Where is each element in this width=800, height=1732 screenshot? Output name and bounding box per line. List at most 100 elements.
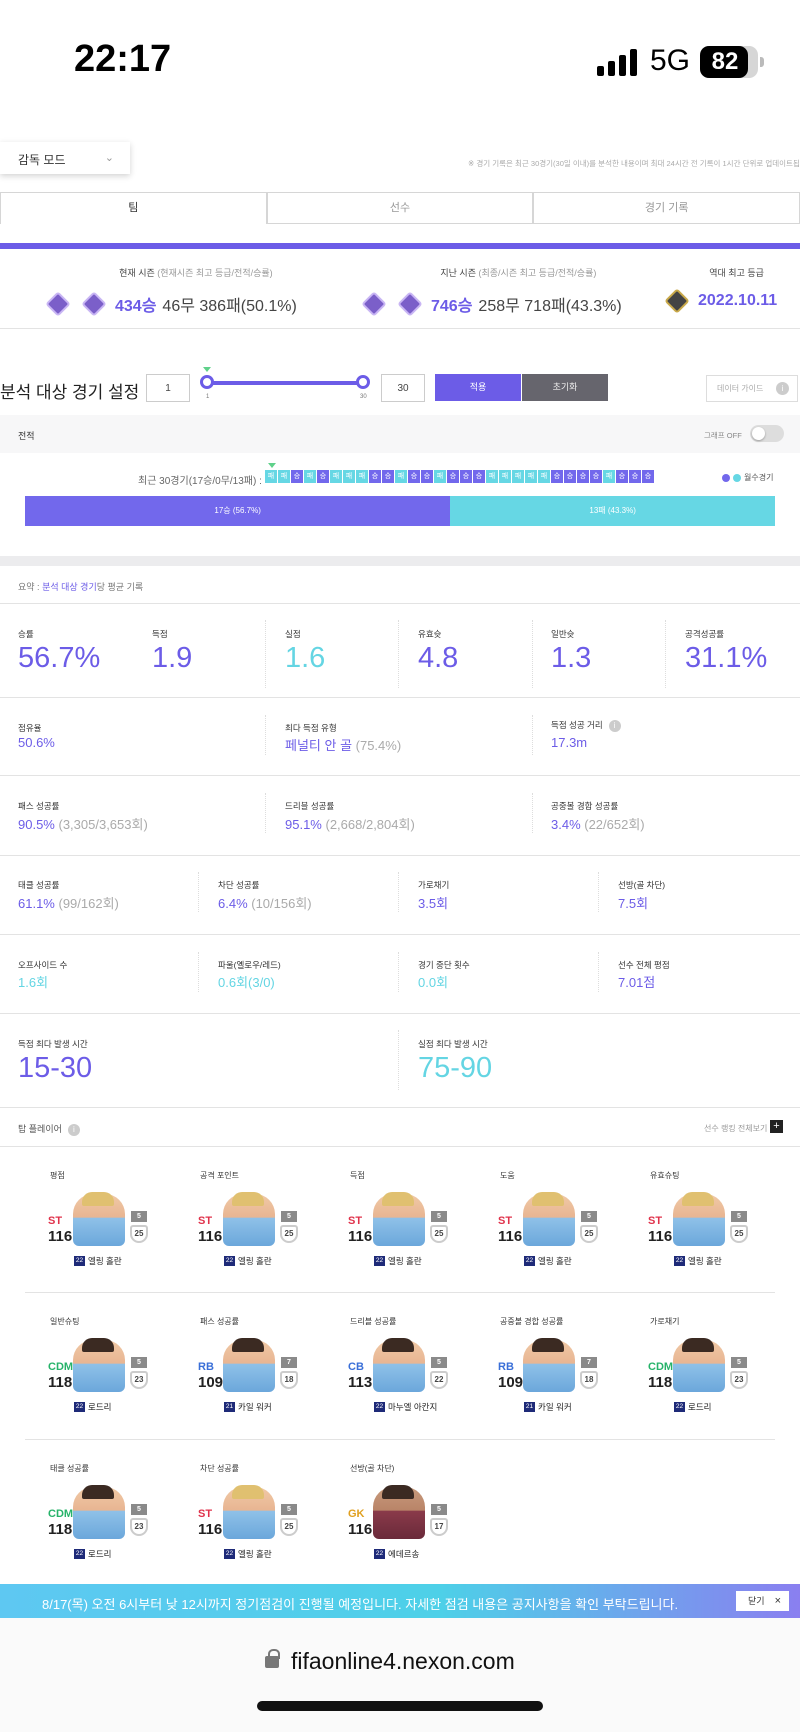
result-box: 승	[317, 470, 329, 483]
player-ranking-link[interactable]: 선수 랭킹 전체보기	[704, 1124, 768, 1133]
legend: 월수경기	[722, 472, 773, 483]
apply-button[interactable]: 적용	[435, 374, 521, 401]
plus-icon[interactable]: +	[770, 1120, 783, 1133]
tab-player[interactable]: 선수	[266, 192, 534, 224]
stat-goal-distance: 17.3m	[551, 735, 588, 750]
grade-badge: 7	[281, 1357, 297, 1368]
top-player-card[interactable]: 유효슈팅 ST 116 5 25 22 엘링 홀란	[622, 1170, 762, 1280]
shield-icon: 25	[280, 1225, 298, 1243]
info-icon[interactable]: i	[67, 1123, 80, 1136]
top-player-card[interactable]: 일반슈팅 CDM 118 5 23 22 로드리	[22, 1316, 162, 1426]
data-guide-button[interactable]: 데이터 가이드 i	[706, 375, 798, 402]
top-player-card[interactable]: 가로채기 CDM 118 5 23 22 로드리	[622, 1316, 762, 1426]
range-to-input[interactable]	[381, 374, 425, 402]
range-from-input[interactable]	[146, 374, 190, 402]
result-box: 패	[486, 470, 498, 483]
info-icon[interactable]: i	[608, 719, 621, 732]
grade-badge: 5	[431, 1211, 447, 1222]
maintenance-banner: 8/17(목) 오전 6시부터 낮 12시까지 정기점검이 진행될 예정입니다.…	[0, 1584, 800, 1618]
tab-bar: 팀 선수 경기 기록	[0, 192, 800, 224]
top-player-card[interactable]: 공격 포인트 ST 116 5 25 22 엘링 홀란	[172, 1170, 312, 1280]
player-ovr: 113	[348, 1374, 373, 1391]
season-badge: 22	[224, 1256, 235, 1266]
result-box: 패	[538, 470, 550, 483]
battery-fill	[700, 46, 748, 78]
stat-label-top-goal-type: 최다 득점 유형	[285, 723, 337, 733]
result-box: 패	[278, 470, 290, 483]
top-player-card[interactable]: 차단 성공률 ST 116 5 25 22 엘링 홀란	[172, 1463, 312, 1573]
shield-icon: 22	[430, 1371, 448, 1389]
grade-badge: 5	[581, 1211, 597, 1222]
result-box: 승	[616, 470, 628, 483]
stat-attack-success: 31.1%	[685, 642, 768, 674]
tab-team[interactable]: 팀	[0, 192, 267, 224]
graph-toggle[interactable]	[750, 425, 784, 442]
top-player-card[interactable]: 패스 성공률 RB 109 7 18 21 카일 워커	[172, 1316, 312, 1426]
top-player-card[interactable]: 태클 성공률 CDM 118 5 23 22 로드리	[22, 1463, 162, 1573]
stat-label-pass: 패스 성공률	[18, 801, 60, 811]
range-slider-min-handle[interactable]	[200, 375, 214, 389]
result-box: 패	[525, 470, 537, 483]
stat-label-interception: 가로채기	[418, 880, 450, 890]
result-box: 패	[512, 470, 524, 483]
tab-match-records[interactable]: 경기 기록	[533, 192, 800, 224]
range-slider-max-handle[interactable]	[356, 375, 370, 389]
result-box: 패	[356, 470, 368, 483]
result-box: 패	[603, 470, 615, 483]
result-box: 승	[421, 470, 433, 483]
stat-label-tackle: 태클 성공률	[18, 880, 60, 890]
last-season: 지난 시즌 (최종/시즌 최고 등급/전적/승률) 746승 258무 718패…	[361, 266, 622, 317]
recent-marker-icon	[268, 463, 276, 468]
stat-dribble: 95.1% (2,668/2,804회)	[285, 817, 415, 832]
card-category: 드리블 성공률	[350, 1317, 397, 1326]
best-rank: 역대 최고 등급 2022.10.11	[664, 266, 777, 314]
current-season-sub: (현재시즌 최고 등급/전적/승률)	[157, 268, 273, 278]
result-box: 패	[395, 470, 407, 483]
top-player-card[interactable]: 평점 ST 116 5 25 22 엘링 홀란	[22, 1170, 162, 1280]
range-slider[interactable]	[206, 381, 364, 385]
top-player-card[interactable]: 드리블 성공률 CB 113 5 22 22 마누엘 아칸지	[322, 1316, 462, 1426]
record-header	[0, 415, 800, 453]
battery-icon: 82	[700, 46, 764, 78]
player-ovr: 109	[198, 1374, 224, 1391]
top-player-card[interactable]: 선방(골 차단) GK 116 5 17 22 에데르송	[322, 1463, 462, 1573]
player-ovr: 118	[48, 1521, 73, 1538]
player-position: ST	[48, 1215, 63, 1227]
player-ovr: 116	[48, 1228, 73, 1245]
data-guide-label: 데이터 가이드	[717, 384, 764, 393]
network-label: 5G	[650, 44, 691, 77]
stat-top-goal-type: 페널티 안 골 (75.4%)	[285, 738, 402, 753]
player-position: ST	[498, 1215, 513, 1227]
mode-dropdown[interactable]: 감독 모드 ⌄	[0, 142, 130, 174]
player-name: 엘링 홀란	[238, 1549, 272, 1559]
card-category: 공중볼 경합 성공률	[500, 1317, 564, 1326]
top-player-card[interactable]: 도움 ST 116 5 25 22 엘링 홀란	[472, 1170, 612, 1280]
current-season-label: 현재 시즌	[119, 268, 155, 278]
banner-close-button[interactable]: 닫기 ×	[736, 1591, 789, 1611]
shield-icon: 25	[130, 1225, 148, 1243]
card-category: 득점	[350, 1171, 365, 1180]
status-bar: 22:17 5G 82	[0, 0, 800, 120]
slider-min-tick: 1	[206, 394, 210, 400]
last-season-wins: 746승	[431, 298, 473, 315]
stat-stoppages: 0.0회	[418, 975, 449, 990]
range-marker-icon	[203, 367, 211, 372]
player-ovr: 118	[648, 1374, 673, 1391]
player-name: 엘링 홀란	[538, 1256, 572, 1266]
reset-button[interactable]: 초기화	[522, 374, 608, 401]
record-label: 전적	[18, 431, 35, 441]
stat-pass: 90.5% (3,305/3,653회)	[18, 817, 148, 832]
mode-dropdown-label: 감독 모드	[18, 153, 66, 167]
stat-label-rating: 선수 전체 평점	[618, 960, 670, 970]
legend-label: 월수경기	[744, 473, 774, 482]
analysis-settings-title: 분석 대상 경기 설정	[0, 383, 140, 402]
lock-icon	[265, 1649, 280, 1668]
grade-badge: 5	[131, 1211, 147, 1222]
home-indicator[interactable]	[257, 1701, 543, 1711]
result-box: 승	[590, 470, 602, 483]
season-badge: 22	[374, 1549, 385, 1559]
top-player-card[interactable]: 득점 ST 116 5 25 22 엘링 홀란	[322, 1170, 462, 1280]
url-text[interactable]: fifaonline4.nexon.com	[291, 1648, 515, 1674]
player-name: 엘링 홀란	[688, 1256, 722, 1266]
top-player-card[interactable]: 공중볼 경합 성공률 RB 109 7 18 21 카일 워커	[472, 1316, 612, 1426]
